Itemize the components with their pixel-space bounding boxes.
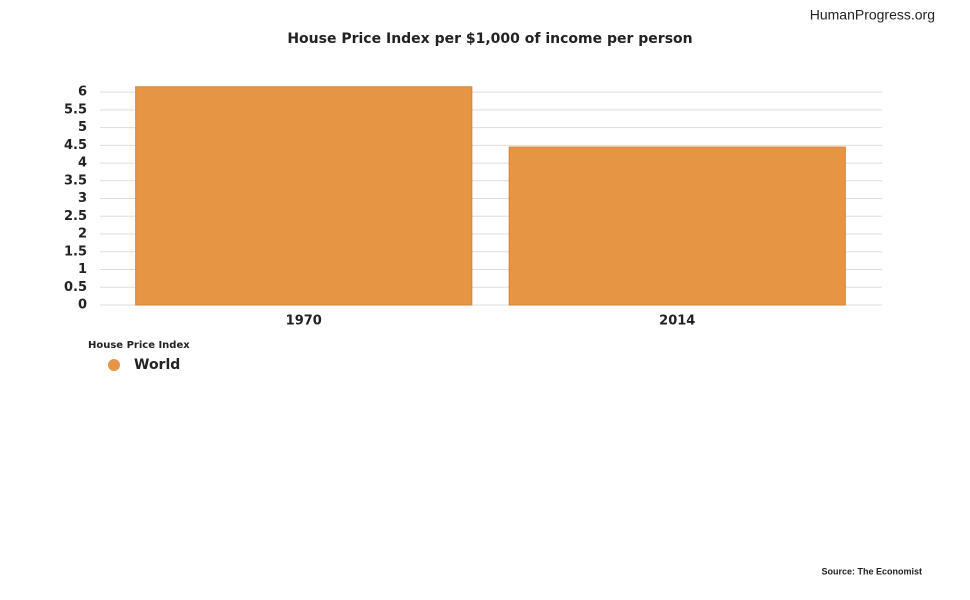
- y-tick-label: 4: [78, 156, 87, 171]
- y-tick-label: 0.5: [64, 280, 87, 295]
- bar: [508, 146, 846, 306]
- y-tick-label: 3: [78, 191, 87, 206]
- y-tick-label: 2: [78, 227, 87, 242]
- y-tick-label: 1: [78, 262, 87, 277]
- y-tick-label: 0: [78, 298, 87, 313]
- legend-marker: [108, 359, 120, 371]
- watermark: HumanProgress.org: [810, 7, 935, 23]
- y-tick-label: 3.5: [64, 173, 87, 188]
- source: Source: The Economist: [821, 566, 922, 576]
- legend-label[interactable]: World: [134, 357, 180, 373]
- x-tick-label: 1970: [286, 314, 322, 329]
- x-tick-label: 2014: [659, 314, 695, 329]
- chart-title: House Price Index per $1,000 of income p…: [287, 31, 692, 47]
- bar: [135, 86, 473, 306]
- y-tick-label: 2.5: [64, 209, 87, 224]
- y-tick-label: 5: [78, 120, 87, 135]
- y-tick-label: 5.5: [64, 102, 87, 117]
- y-tick-label: 1.5: [64, 244, 87, 259]
- y-tick-label: 4.5: [64, 138, 87, 153]
- legend-title: House Price Index: [88, 340, 190, 351]
- y-tick-label: 6: [78, 85, 87, 100]
